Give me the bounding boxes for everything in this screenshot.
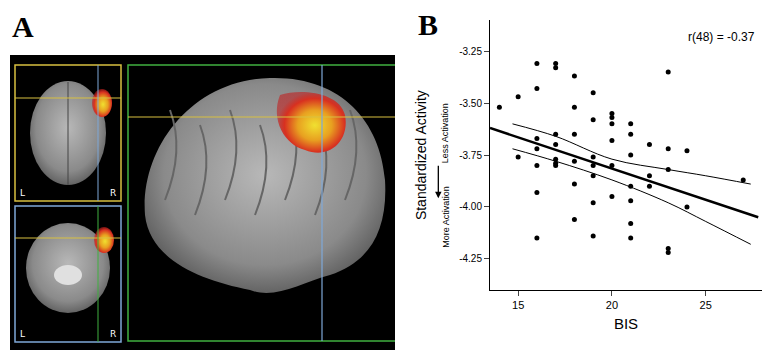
svg-text:-3.25: -3.25 <box>459 46 482 57</box>
svg-text:-3.50: -3.50 <box>459 98 482 109</box>
svg-text:BIS: BIS <box>614 315 638 332</box>
svg-text:25: 25 <box>700 299 712 311</box>
html-text:B: B <box>418 8 438 41</box>
svg-text:r(48) = -0.37: r(48) = -0.37 <box>688 30 755 44</box>
svg-text:R: R <box>110 329 116 339</box>
svg-text:L: L <box>20 329 25 339</box>
svg-text:R: R <box>110 188 116 198</box>
svg-text:-4.00: -4.00 <box>459 201 482 212</box>
svg-text:15: 15 <box>512 299 524 311</box>
html-text:A: A <box>12 10 34 43</box>
svg-text:Standardized Activity: Standardized Activity <box>413 90 429 220</box>
svg-text:Less Activation: Less Activation <box>440 103 450 163</box>
svg-text:L: L <box>20 188 25 198</box>
svg-text:-4.25: -4.25 <box>459 253 482 264</box>
svg-text:20: 20 <box>606 299 618 311</box>
svg-text:-3.75: -3.75 <box>459 150 482 161</box>
svg-text:More Activation: More Activation <box>441 186 451 248</box>
